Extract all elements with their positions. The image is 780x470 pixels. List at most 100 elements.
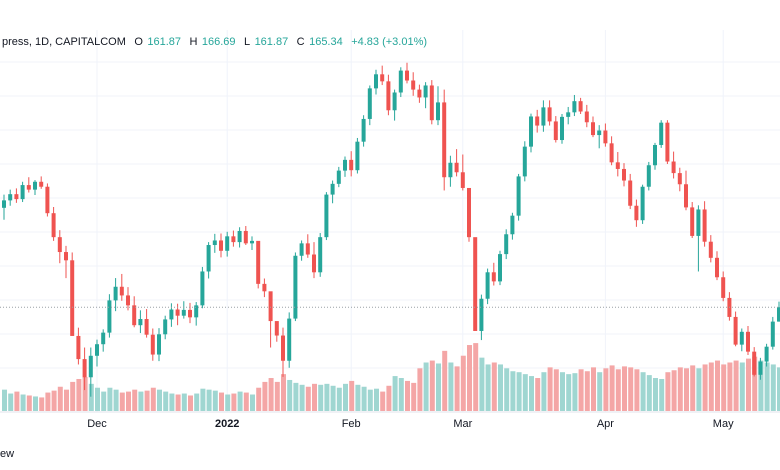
volume-bar [312, 383, 317, 411]
volume-bar [671, 370, 677, 411]
volume-bar [721, 364, 727, 411]
candle-body [646, 165, 651, 187]
volume-bar [287, 379, 293, 411]
volume-bar [305, 386, 311, 411]
candle-body [634, 205, 639, 221]
volume-bar [113, 389, 119, 411]
candle-body [684, 184, 688, 208]
volume-bar [417, 368, 423, 411]
legend-high-label: H [189, 36, 197, 48]
candle-body [448, 162, 453, 178]
volume-bar [82, 377, 88, 411]
volume-bar [708, 362, 714, 411]
candle-body [262, 283, 267, 292]
volume-bar [336, 387, 342, 411]
candle-body [653, 144, 657, 166]
candle-body [343, 159, 347, 171]
candle-body [498, 254, 502, 282]
candle-body [138, 319, 143, 326]
candle-body [622, 168, 626, 181]
volume-bar [634, 369, 640, 411]
candle-body [64, 252, 68, 261]
volume-bar [119, 392, 125, 411]
volume-bar [758, 360, 764, 411]
candle-body [119, 286, 124, 296]
candle-body [113, 286, 118, 301]
candle-body [194, 305, 199, 318]
volume-bar [274, 381, 280, 411]
volume-bar [460, 355, 466, 411]
candle-body [522, 146, 527, 177]
volume-bar [770, 364, 776, 411]
volume-bar [132, 389, 138, 411]
volume-bar [733, 360, 739, 411]
volume-bar [380, 391, 386, 411]
volume-bar [578, 369, 584, 411]
candles [2, 62, 780, 397]
volume-bar [76, 378, 82, 411]
volume-bar [33, 396, 38, 411]
volume-bar [398, 378, 404, 411]
volume-bar [727, 362, 733, 411]
volume-bar [262, 381, 268, 411]
candle-body [274, 321, 279, 336]
volume-bar [423, 362, 429, 411]
volume-bar [324, 383, 330, 411]
candle-body [45, 186, 50, 214]
candle-body [597, 130, 602, 136]
volume-bar [467, 345, 472, 411]
volume-bar [70, 381, 76, 411]
volume-bar [163, 391, 169, 411]
volume-bars [2, 343, 780, 411]
volume-bar [510, 371, 516, 411]
candle-body [181, 309, 186, 316]
volume-bar [101, 391, 107, 411]
volume-bar [188, 395, 193, 411]
candle-body [76, 335, 81, 360]
volume-bar [225, 394, 231, 411]
volume-bar [57, 386, 63, 411]
candle-body [243, 230, 248, 244]
volume-bar [429, 360, 435, 411]
volume-bar [299, 384, 305, 411]
volume-bar [454, 366, 460, 411]
volume-bar [14, 391, 20, 411]
x-tick-label: 2022 [215, 418, 239, 430]
candle-body [770, 321, 775, 347]
volume-bar [405, 380, 410, 411]
candle-body [299, 243, 304, 256]
volume-bar [498, 364, 503, 411]
volume-bar [88, 383, 94, 411]
candle-body [8, 194, 13, 201]
volume-bar [560, 372, 565, 411]
candle-body [640, 186, 645, 221]
volume-bar [584, 371, 590, 411]
candle-body [591, 122, 595, 136]
volume-bar [628, 367, 634, 411]
legend-close-value: 165.34 [309, 36, 343, 48]
candle-body [510, 215, 515, 235]
volume-bar [485, 364, 491, 411]
volume-bar [194, 393, 200, 411]
candle-body [752, 351, 757, 375]
candle-body [212, 240, 217, 246]
candle-body [367, 88, 372, 119]
candle-body [746, 331, 750, 352]
candle-body [479, 298, 484, 331]
x-tick-label: Mar [453, 418, 472, 430]
volume-bar [219, 392, 224, 411]
candle-body [485, 272, 490, 299]
candle-body [386, 81, 391, 111]
legend-symbol: press, 1D, CAPITALCOM [2, 36, 126, 48]
candle-body [39, 181, 44, 187]
volume-bar [386, 385, 392, 411]
candle-body [436, 102, 440, 121]
grid [0, 30, 780, 412]
candle-body [82, 359, 87, 378]
volume-bar [107, 387, 113, 411]
volume-bar [157, 389, 162, 411]
candle-body [417, 89, 422, 98]
volume-bar [281, 374, 286, 411]
candle-body [231, 236, 236, 243]
